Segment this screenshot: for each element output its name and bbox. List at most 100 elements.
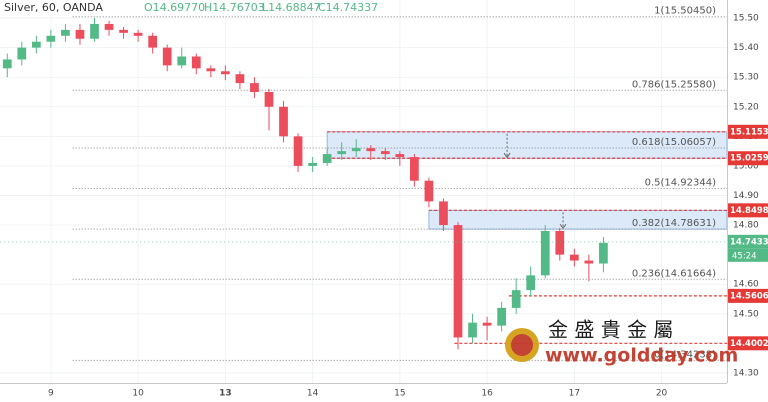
candle-body <box>90 23 99 39</box>
candle-body <box>351 148 361 152</box>
zone <box>326 131 728 159</box>
candle-body <box>424 180 434 202</box>
x-tick-label: 17 <box>569 389 580 399</box>
price-tag-label: 15.11537 <box>730 127 768 137</box>
candle-body <box>322 154 332 163</box>
zone-arrow-head <box>559 223 567 229</box>
candle-body <box>17 47 27 60</box>
candle-body <box>482 322 492 326</box>
candle-body <box>395 154 405 158</box>
candle-body <box>250 83 259 92</box>
countdown-tag <box>728 248 768 262</box>
price-tag-label: 14.84982 <box>730 206 768 216</box>
y-tick-label: 15.20 <box>733 102 759 112</box>
candle-body <box>308 162 317 166</box>
candle-body <box>191 56 201 69</box>
y-tick-label: 14.50 <box>733 309 759 319</box>
fib-label: 1(15.50450) <box>654 6 716 17</box>
candle-body <box>162 47 172 66</box>
y-tick-label: 15.30 <box>733 73 759 83</box>
x-tick-label: 20 <box>656 389 668 399</box>
last-price-tag <box>728 234 768 249</box>
candle-body <box>119 29 128 33</box>
price-tag <box>728 203 768 218</box>
ohlc-close: C14.74337 <box>318 1 378 14</box>
legend-header: Silver, 60, OANDA O14.69770 H14.76703 L1… <box>0 0 378 16</box>
countdown-label: 45:24 <box>732 251 757 261</box>
candle-body <box>148 35 158 48</box>
candle-body <box>366 148 376 152</box>
candle-body <box>264 91 274 107</box>
axes: 15.5015.4015.3015.2015.1015.0014.9014.80… <box>48 14 768 399</box>
candle-body <box>31 41 41 48</box>
price-tag <box>728 151 768 166</box>
candle-body <box>380 151 390 155</box>
candle-body <box>206 68 216 72</box>
candle-body <box>293 136 303 166</box>
fib-label: 0.618(15.06057) <box>632 137 716 148</box>
watermark-url: www.goldday.com <box>545 345 738 367</box>
candle-body <box>75 29 85 39</box>
price-tag-label: 14.56060 <box>730 291 768 301</box>
candle-body <box>540 230 550 276</box>
candle-body <box>599 242 608 264</box>
legend-bg <box>0 0 332 16</box>
watermark: 金 盛 貴 金 屬 www.goldday.com <box>505 318 738 367</box>
plot: 1(15.50450) 0.786(15.25580) 0.618(15.06057… <box>0 6 728 361</box>
candle-body <box>410 157 419 181</box>
ohlc-high: H14.76703 <box>204 1 265 14</box>
candle-body <box>526 275 536 291</box>
candle-body <box>46 35 56 42</box>
y-tick-label: 15.40 <box>733 43 759 53</box>
ohlc-low: L14.68847 <box>262 1 321 14</box>
y-tick-label: 14.30 <box>733 368 759 378</box>
price-tag <box>728 124 768 139</box>
candle-body <box>61 29 70 36</box>
x-tick-label: 14 <box>307 389 319 399</box>
candle-body <box>221 71 230 75</box>
x-tick-label: 9 <box>48 389 54 399</box>
candle-body <box>468 322 477 338</box>
symbol: Silver, 60, OANDA <box>4 1 103 14</box>
price-tag <box>728 336 768 351</box>
price-tag <box>728 288 768 303</box>
fib-label: 0.786(15.25580) <box>632 79 716 90</box>
fib-label: 0.5(14.92344) <box>645 178 717 189</box>
candle-body <box>569 254 579 261</box>
y-tick-label: 15.00 <box>733 161 759 171</box>
last-price-label: 14.74337 <box>730 237 768 247</box>
fib-label: 0.382(14.78631) <box>632 218 716 229</box>
x-tick-label: 13 <box>219 389 232 399</box>
y-tick-label: 14.80 <box>733 221 759 231</box>
y-tick-label: 14.90 <box>733 191 759 201</box>
x-tick-label: 15 <box>394 389 405 399</box>
x-tick-label: 10 <box>132 389 144 399</box>
price-tag-label: 15.02598 <box>730 154 768 164</box>
watermark-logo-inner <box>511 334 533 356</box>
candle-body <box>133 32 143 36</box>
candle-body <box>177 56 187 66</box>
fib-label: 0.236(14.61664) <box>632 268 716 279</box>
fib-label: 0(14.34238) <box>654 349 716 360</box>
candle-body <box>497 307 506 326</box>
y-tick-label: 14.60 <box>733 280 759 290</box>
watermark-chinese: 金 盛 貴 金 屬 <box>548 318 673 342</box>
price-tag-label: 14.40022 <box>730 339 768 349</box>
candle-body <box>2 59 12 69</box>
candle-body <box>555 230 565 255</box>
zone-arrow-head <box>503 152 511 159</box>
candle-body <box>439 201 448 226</box>
candle-body <box>337 151 347 155</box>
x-tick-label: 16 <box>481 389 493 399</box>
ohlc-open: O14.69770 <box>144 1 205 14</box>
candle-body <box>511 290 521 308</box>
candle-body <box>584 260 594 264</box>
y-tick-label: 15.50 <box>733 14 759 24</box>
candle-body <box>104 23 114 30</box>
candle-body <box>235 74 245 84</box>
candle-body <box>279 106 288 137</box>
candle-body <box>453 225 463 338</box>
